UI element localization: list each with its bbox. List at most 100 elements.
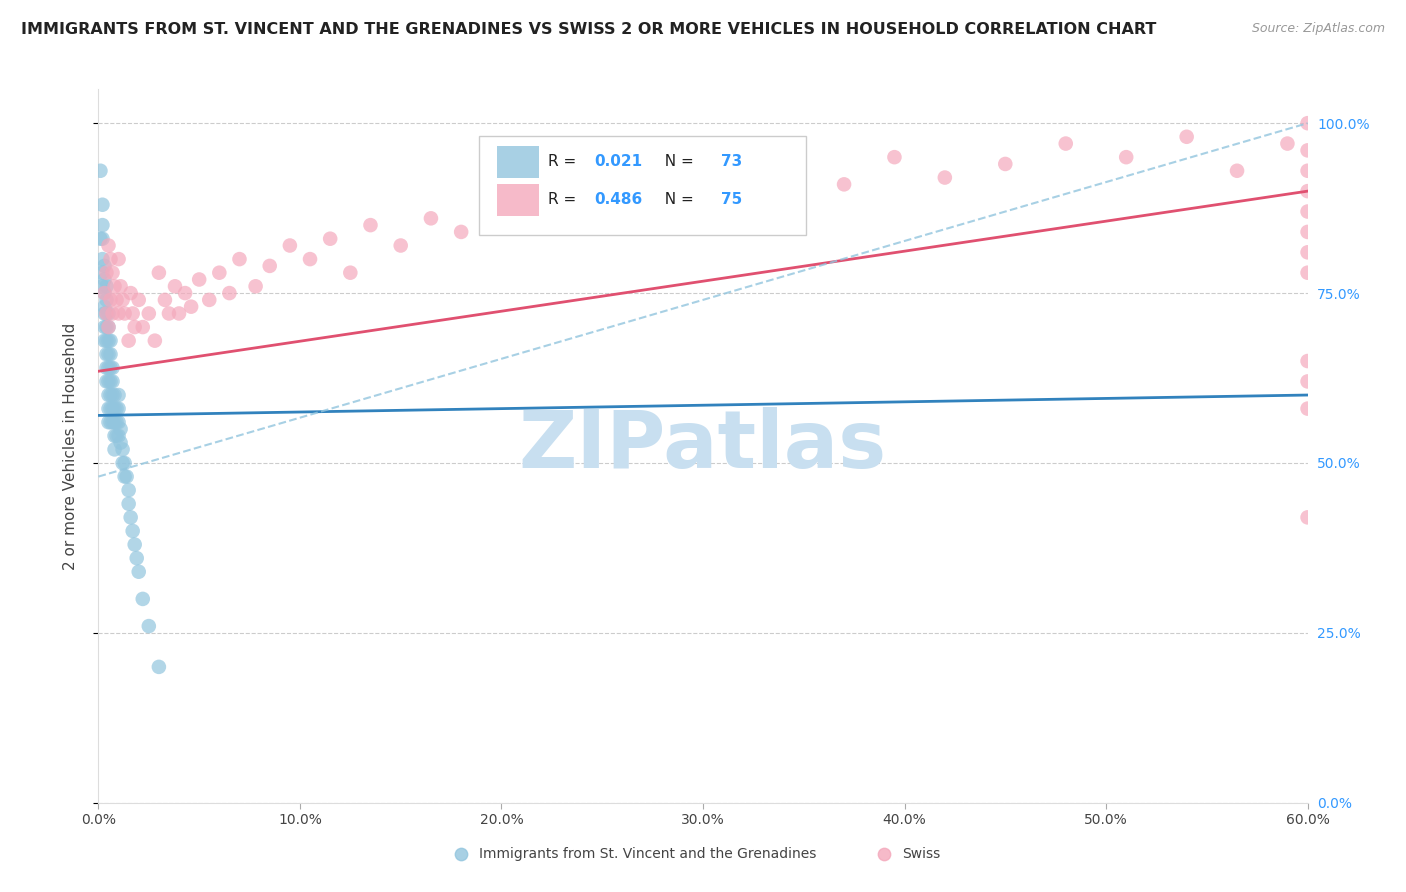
Point bbox=[450, 225, 472, 239]
Point bbox=[124, 537, 146, 551]
Point bbox=[692, 178, 714, 192]
Point bbox=[114, 306, 136, 320]
Point bbox=[96, 334, 118, 348]
Point bbox=[103, 429, 125, 443]
Point bbox=[100, 334, 122, 348]
Point bbox=[148, 660, 170, 674]
Point bbox=[96, 266, 118, 280]
Point bbox=[121, 306, 143, 320]
Point bbox=[115, 469, 138, 483]
Point bbox=[91, 252, 114, 266]
Point bbox=[1054, 136, 1077, 151]
Point bbox=[100, 360, 122, 375]
Point bbox=[91, 279, 114, 293]
Point bbox=[96, 279, 118, 293]
Point bbox=[93, 300, 115, 314]
Point bbox=[101, 306, 124, 320]
Point bbox=[143, 334, 166, 348]
Point bbox=[125, 551, 148, 566]
Point bbox=[91, 218, 114, 232]
Point bbox=[97, 360, 120, 375]
Point bbox=[228, 252, 250, 266]
Point bbox=[651, 198, 673, 212]
Point bbox=[100, 293, 122, 307]
Point bbox=[121, 524, 143, 538]
Point bbox=[132, 591, 155, 606]
Point bbox=[96, 306, 118, 320]
Point bbox=[100, 415, 122, 429]
Point bbox=[97, 238, 120, 252]
Text: N =: N = bbox=[655, 154, 699, 169]
Point bbox=[1277, 136, 1299, 151]
Point bbox=[114, 456, 136, 470]
Point bbox=[1296, 163, 1319, 178]
Point bbox=[389, 238, 412, 252]
Point bbox=[101, 401, 124, 416]
Point bbox=[97, 347, 120, 361]
Point bbox=[111, 456, 134, 470]
Point bbox=[1296, 401, 1319, 416]
FancyBboxPatch shape bbox=[498, 146, 538, 178]
Point bbox=[110, 279, 132, 293]
Text: Immigrants from St. Vincent and the Grenadines: Immigrants from St. Vincent and the Gren… bbox=[479, 847, 817, 861]
Point bbox=[105, 293, 128, 307]
Point bbox=[132, 320, 155, 334]
Point bbox=[93, 286, 115, 301]
Point bbox=[91, 266, 114, 280]
Point bbox=[100, 347, 122, 361]
Point bbox=[167, 306, 190, 320]
Point bbox=[91, 198, 114, 212]
Point bbox=[883, 150, 905, 164]
Point bbox=[96, 320, 118, 334]
Point bbox=[124, 320, 146, 334]
Point bbox=[491, 198, 513, 212]
Point bbox=[107, 306, 129, 320]
Point bbox=[319, 232, 342, 246]
Point bbox=[93, 259, 115, 273]
Point bbox=[96, 375, 118, 389]
Text: R =: R = bbox=[548, 154, 581, 169]
Point bbox=[111, 442, 134, 457]
Point bbox=[89, 163, 111, 178]
Point bbox=[128, 565, 150, 579]
Point bbox=[93, 306, 115, 320]
Point bbox=[103, 415, 125, 429]
Point bbox=[93, 334, 115, 348]
Text: 73: 73 bbox=[721, 154, 742, 169]
Point bbox=[111, 293, 134, 307]
Point bbox=[934, 170, 956, 185]
Point bbox=[107, 388, 129, 402]
Point bbox=[100, 252, 122, 266]
Text: IMMIGRANTS FROM ST. VINCENT AND THE GRENADINES VS SWISS 2 OR MORE VEHICLES IN HO: IMMIGRANTS FROM ST. VINCENT AND THE GREN… bbox=[21, 22, 1157, 37]
Point bbox=[93, 272, 115, 286]
Point bbox=[118, 483, 141, 498]
Point bbox=[96, 293, 118, 307]
Point bbox=[1296, 510, 1319, 524]
Point bbox=[1296, 375, 1319, 389]
Point bbox=[89, 232, 111, 246]
Point bbox=[180, 300, 202, 314]
Point bbox=[245, 279, 267, 293]
Point bbox=[101, 266, 124, 280]
Point bbox=[101, 415, 124, 429]
Point bbox=[692, 845, 714, 859]
Point bbox=[105, 429, 128, 443]
Point bbox=[1296, 144, 1319, 158]
Point bbox=[561, 204, 583, 219]
Point bbox=[100, 375, 122, 389]
Point bbox=[153, 293, 176, 307]
Point bbox=[520, 218, 543, 232]
Text: R =: R = bbox=[548, 193, 581, 207]
Point bbox=[163, 279, 186, 293]
Point bbox=[100, 401, 122, 416]
Point bbox=[832, 178, 855, 192]
Y-axis label: 2 or more Vehicles in Household: 2 or more Vehicles in Household bbox=[63, 322, 77, 570]
Text: ZIPatlas: ZIPatlas bbox=[519, 407, 887, 485]
Point bbox=[128, 293, 150, 307]
Point bbox=[1226, 163, 1249, 178]
Point bbox=[188, 272, 211, 286]
Point bbox=[97, 306, 120, 320]
Point bbox=[101, 360, 124, 375]
Point bbox=[1296, 225, 1319, 239]
Point bbox=[174, 286, 197, 301]
